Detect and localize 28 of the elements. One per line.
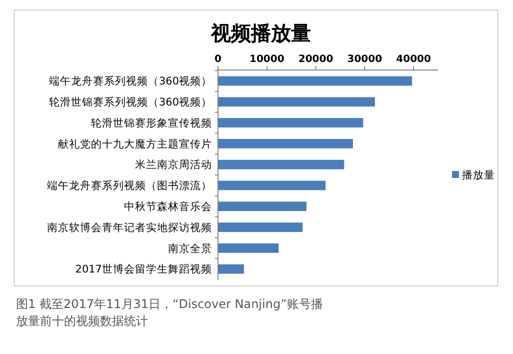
y-tick-label: 南京全景 [168,242,212,255]
bar [218,160,344,170]
bar [218,264,244,274]
legend-label: 播放量 [462,170,495,182]
y-tick-label: 端午龙舟赛系列视频（图书漂流） [47,179,212,192]
y-tick-label: 轮滑世锦赛系列视频（360视频） [48,96,212,109]
bar [218,202,306,212]
y-tick-label: 献礼党的十九大魔方主题宣传片 [58,137,212,150]
caption: 图1 截至2017年11月31日，“Discover Nanjing”账号播放量前十的视频数据统计 [16,297,323,328]
bar [218,138,353,148]
x-tick-label: 40000 [396,54,431,65]
x-tick-label: 10000 [249,54,284,65]
y-tick-label: 中秋节森林音乐会 [124,200,212,214]
y-tick-label: 南京软博会青年记者实地探访视频 [47,220,212,234]
y-tick-label: 轮滑世锦赛形象宣传视频 [91,116,212,130]
bar [218,97,375,107]
y-tick-label: 米兰南京周活动 [135,158,212,172]
x-tick-label: 0 [214,54,222,65]
bar [218,180,326,190]
bar [218,76,412,86]
bar [218,222,303,232]
y-tick-label: 端午龙舟赛系列视频（360视频） [48,74,212,88]
chart-title: 视频播放量 [210,21,311,45]
bar [218,118,364,128]
y-tick-label: 2017世博会留学生舞蹈视频 [75,262,212,276]
x-tick-label: 20000 [298,54,334,65]
bar [218,243,279,253]
x-tick-label: 30000 [347,54,382,65]
